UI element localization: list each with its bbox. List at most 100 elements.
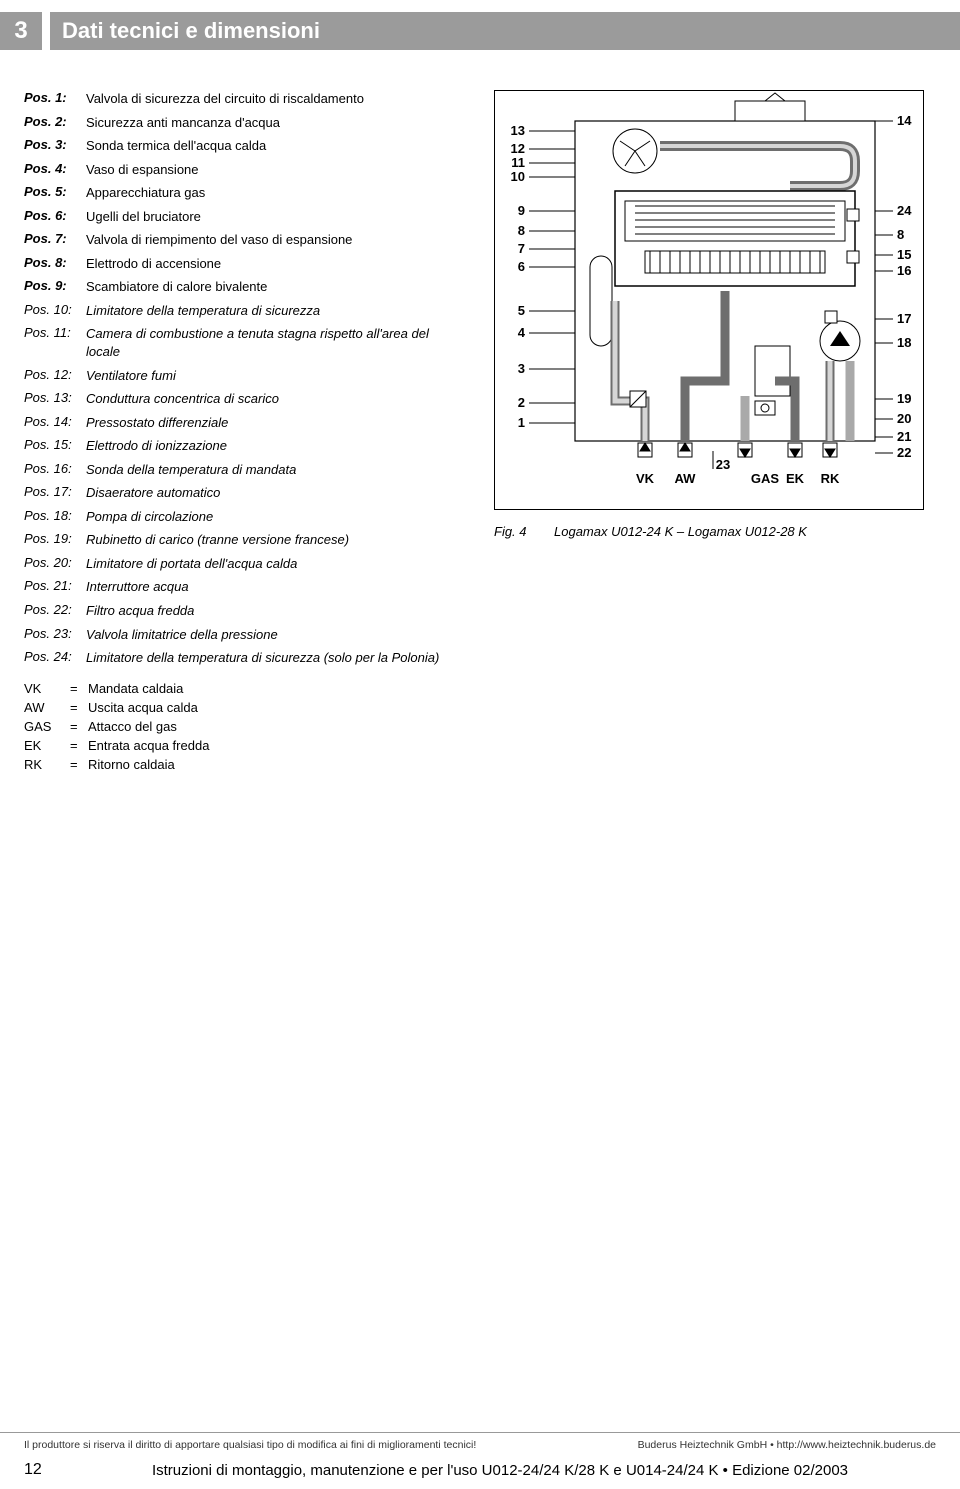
callout-num: 9: [518, 203, 525, 218]
legend-key: GAS: [24, 719, 70, 734]
position-label: Pos. 4:: [24, 161, 86, 179]
position-item: Pos. 20:Limitatore di portata dell'acqua…: [24, 555, 464, 573]
position-item: Pos. 12:Ventilatore fumi: [24, 367, 464, 385]
position-item: Pos. 24:Limitatore della temperatura di …: [24, 649, 464, 667]
footer-disclaimer: Il produttore si riserva il diritto di a…: [24, 1439, 476, 1451]
section-title: Dati tecnici e dimensioni: [50, 12, 960, 50]
position-text: Ugelli del bruciatore: [86, 208, 464, 226]
conn-label: VK: [636, 471, 655, 486]
legend-key: EK: [24, 738, 70, 753]
legend-column: Pos. 1:Valvola di sicurezza del circuito…: [24, 90, 464, 776]
position-item: Pos. 10:Limitatore della temperatura di …: [24, 302, 464, 320]
position-label: Pos. 22:: [24, 602, 86, 620]
page-footer: Il produttore si riserva il diritto di a…: [0, 1432, 960, 1489]
position-item: Pos. 9:Scambiatore di calore bivalente: [24, 278, 464, 296]
callout-num: 2: [518, 395, 525, 410]
position-label: Pos. 5:: [24, 184, 86, 202]
position-text: Elettrodo di accensione: [86, 255, 464, 273]
position-item: Pos. 8:Elettrodo di accensione: [24, 255, 464, 273]
callout-num: 16: [897, 263, 911, 278]
position-item: Pos. 15:Elettrodo di ionizzazione: [24, 437, 464, 455]
position-label: Pos. 2:: [24, 114, 86, 132]
position-item: Pos. 7:Valvola di riempimento del vaso d…: [24, 231, 464, 249]
position-item: Pos. 18:Pompa di circolazione: [24, 508, 464, 526]
position-label: Pos. 23:: [24, 626, 86, 644]
legend-row: GAS=Attacco del gas: [24, 719, 464, 734]
position-label: Pos. 9:: [24, 278, 86, 296]
position-label: Pos. 12:: [24, 367, 86, 385]
callout-num: 20: [897, 411, 911, 426]
callout-num: 8: [897, 227, 904, 242]
position-text: Camera di combustione a tenuta stagna ri…: [86, 325, 464, 360]
legend-key: AW: [24, 700, 70, 715]
position-item: Pos. 11:Camera di combustione a tenuta s…: [24, 325, 464, 360]
position-item: Pos. 6:Ugelli del bruciatore: [24, 208, 464, 226]
position-item: Pos. 21:Interruttore acqua: [24, 578, 464, 596]
callout-num: 24: [897, 203, 912, 218]
figure-label: Fig. 4: [494, 524, 554, 539]
position-text: Limitatore di portata dell'acqua calda: [86, 555, 464, 573]
callout-num: 19: [897, 391, 911, 406]
figure-column: 13121110987654321 142481516171819202122 …: [494, 90, 936, 776]
callout-num: 13: [511, 123, 525, 138]
position-label: Pos. 17:: [24, 484, 86, 502]
position-item: Pos. 14:Pressostato differenziale: [24, 414, 464, 432]
legend-key: RK: [24, 757, 70, 772]
position-list-upright: Pos. 1:Valvola di sicurezza del circuito…: [24, 90, 464, 296]
position-item: Pos. 23:Valvola limitatrice della pressi…: [24, 626, 464, 644]
schematic-svg: 13121110987654321 142481516171819202122 …: [495, 91, 925, 511]
position-item: Pos. 13:Conduttura concentrica di scaric…: [24, 390, 464, 408]
callout-num: 1: [518, 415, 525, 430]
legend-eq: =: [70, 738, 88, 753]
position-text: Rubinetto di carico (tranne versione fra…: [86, 531, 464, 549]
position-text: Valvola limitatrice della pressione: [86, 626, 464, 644]
page-number: 12: [24, 1461, 64, 1479]
section-number: 3: [0, 12, 42, 50]
position-text: Elettrodo di ionizzazione: [86, 437, 464, 455]
position-label: Pos. 21:: [24, 578, 86, 596]
legend-value: Ritorno caldaia: [88, 757, 175, 772]
position-label: Pos. 10:: [24, 302, 86, 320]
position-text: Scambiatore di calore bivalente: [86, 278, 464, 296]
legend-eq: =: [70, 700, 88, 715]
callout-num: 15: [897, 247, 911, 262]
position-label: Pos. 18:: [24, 508, 86, 526]
callout-num: 12: [511, 141, 525, 156]
callout-num: 21: [897, 429, 911, 444]
legend-value: Uscita acqua calda: [88, 700, 198, 715]
position-label: Pos. 1:: [24, 90, 86, 108]
connection-legend: VK=Mandata caldaiaAW=Uscita acqua caldaG…: [24, 681, 464, 772]
position-text: Limitatore della temperatura di sicurezz…: [86, 302, 464, 320]
position-item: Pos. 5:Apparecchiatura gas: [24, 184, 464, 202]
position-text: Sonda termica dell'acqua calda: [86, 137, 464, 155]
position-label: Pos. 11:: [24, 325, 86, 360]
position-text: Sonda della temperatura di mandata: [86, 461, 464, 479]
position-item: Pos. 4:Vaso di espansione: [24, 161, 464, 179]
position-text: Pressostato differenziale: [86, 414, 464, 432]
position-label: Pos. 3:: [24, 137, 86, 155]
position-text: Interruttore acqua: [86, 578, 464, 596]
position-label: Pos. 16:: [24, 461, 86, 479]
callout-num: 3: [518, 361, 525, 376]
conn-label: GAS: [751, 471, 780, 486]
callout-num: 22: [897, 445, 911, 460]
callout-num: 7: [518, 241, 525, 256]
position-item: Pos. 17:Disaeratore automatico: [24, 484, 464, 502]
legend-row: AW=Uscita acqua calda: [24, 700, 464, 715]
legend-eq: =: [70, 757, 88, 772]
footer-company: Buderus Heiztechnik GmbH • http://www.he…: [638, 1439, 936, 1451]
position-item: Pos. 1:Valvola di sicurezza del circuito…: [24, 90, 464, 108]
position-label: Pos. 8:: [24, 255, 86, 273]
position-text: Vaso di espansione: [86, 161, 464, 179]
position-label: Pos. 7:: [24, 231, 86, 249]
callout-num: 18: [897, 335, 911, 350]
position-text: Ventilatore fumi: [86, 367, 464, 385]
position-item: Pos. 3:Sonda termica dell'acqua calda: [24, 137, 464, 155]
position-text: Pompa di circolazione: [86, 508, 464, 526]
position-label: Pos. 14:: [24, 414, 86, 432]
callout-num: 6: [518, 259, 525, 274]
position-list-italic: Pos. 10:Limitatore della temperatura di …: [24, 302, 464, 667]
position-label: Pos. 6:: [24, 208, 86, 226]
figure-caption-text: Logamax U012-24 K – Logamax U012-28 K: [554, 524, 807, 539]
position-label: Pos. 24:: [24, 649, 86, 667]
